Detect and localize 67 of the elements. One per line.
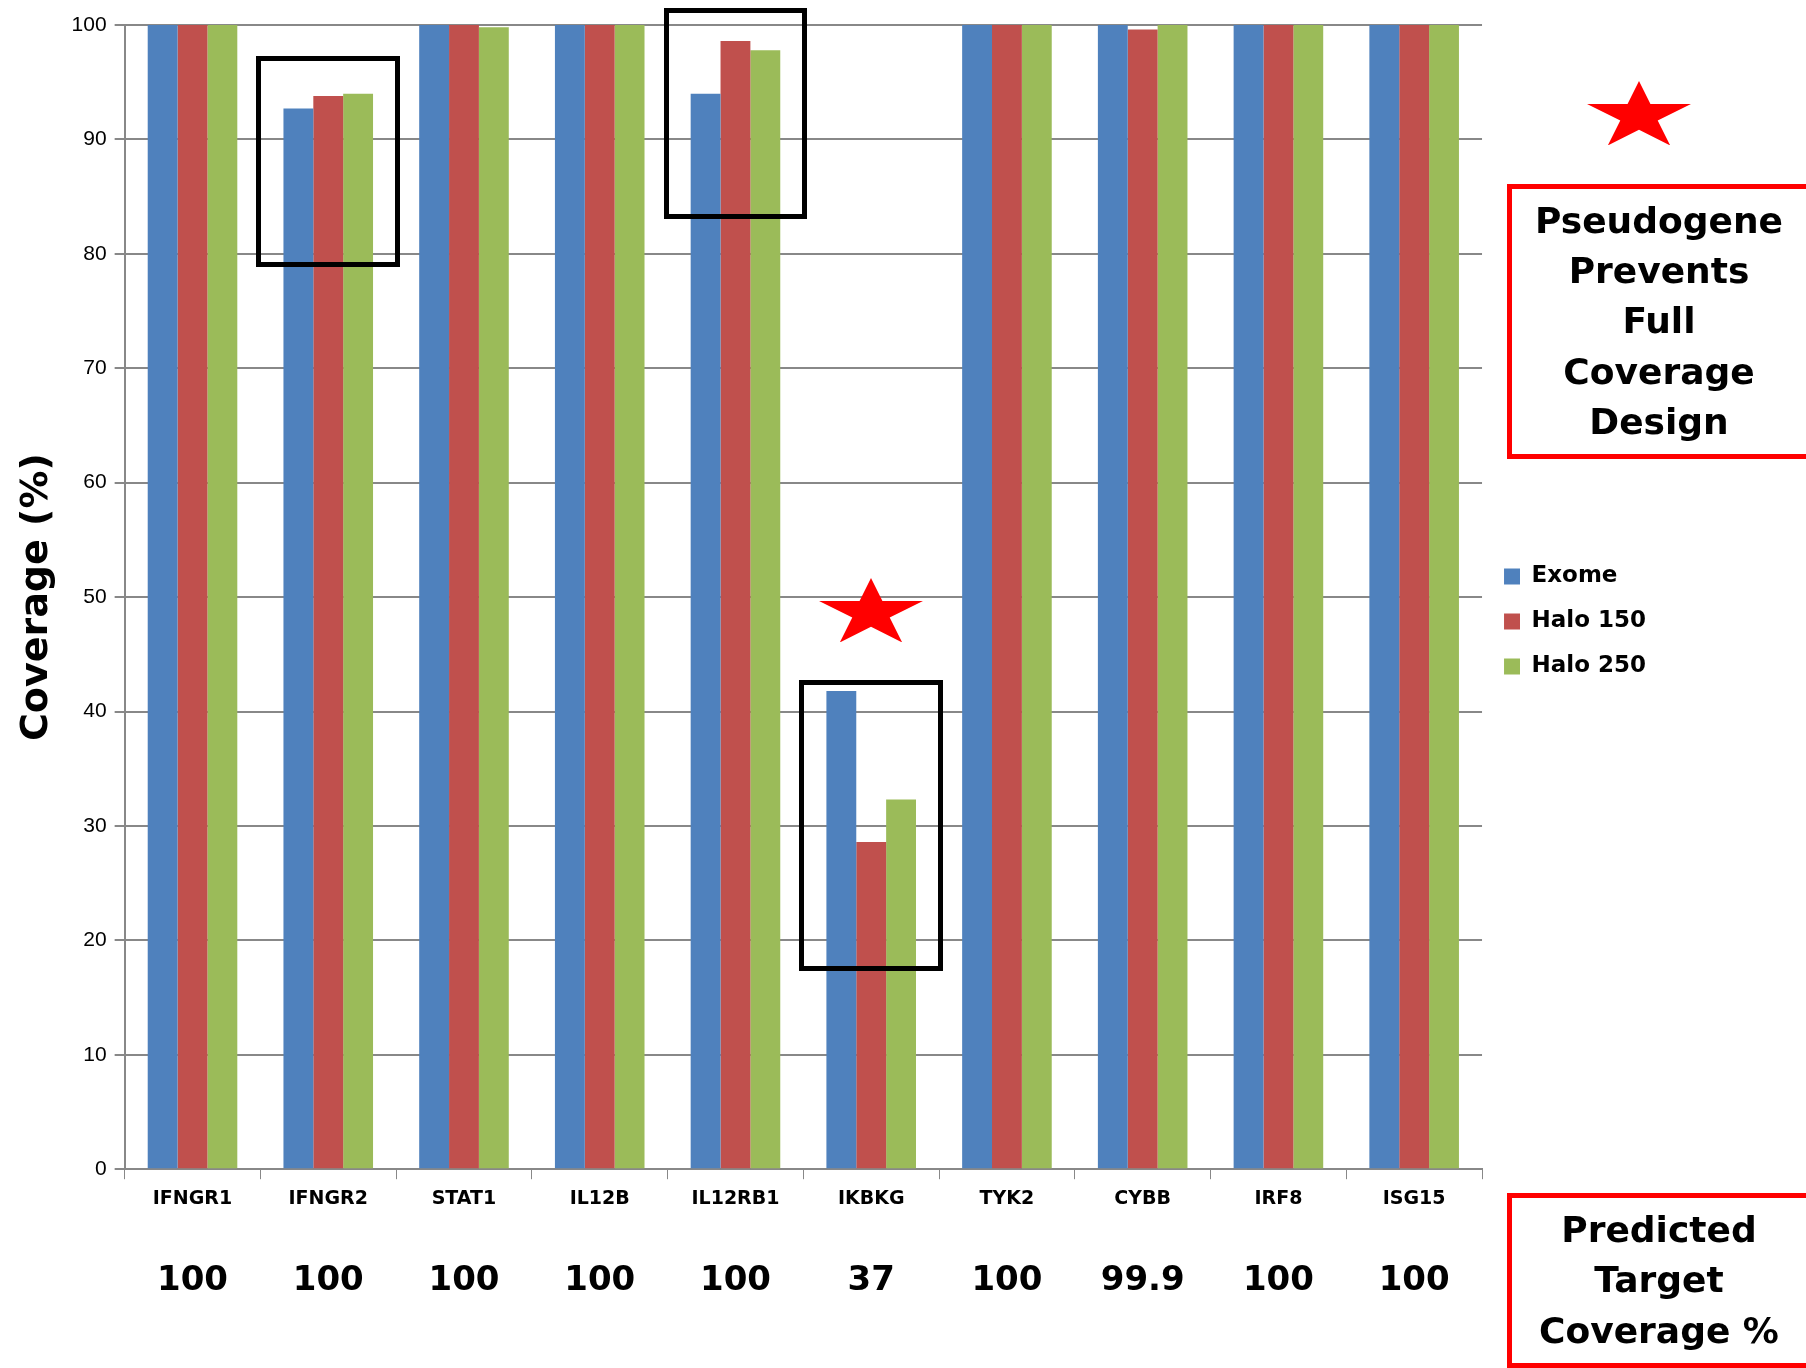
bar	[690, 93, 721, 1169]
text: 100	[292, 1258, 364, 1299]
y-tick-label: 60	[83, 469, 107, 493]
legend-label: Halo 150	[1531, 606, 1647, 633]
bar	[313, 95, 344, 1169]
y-tick-label: 50	[83, 583, 107, 607]
bar	[1127, 29, 1158, 1169]
y-tick-label: 20	[83, 927, 107, 951]
bar	[992, 25, 1022, 1169]
bar	[1233, 25, 1264, 1169]
y-tick-label: 0	[94, 1156, 107, 1179]
bar	[614, 25, 645, 1169]
text: 100	[1378, 1258, 1450, 1299]
text: 100	[1242, 1258, 1314, 1299]
text: 99.9	[1100, 1258, 1185, 1299]
bar	[720, 41, 751, 1169]
bar	[1157, 25, 1188, 1169]
text: 100	[699, 1258, 771, 1299]
x-tick-label: IL12RB1	[691, 1185, 780, 1208]
bar	[283, 108, 314, 1169]
y-tick-label: 90	[83, 126, 107, 150]
y-tick-label: 10	[83, 1041, 107, 1065]
bar	[826, 690, 857, 1169]
bar	[419, 25, 450, 1169]
x-tick-label: IFNGR1	[152, 1185, 233, 1208]
bar	[1399, 25, 1430, 1169]
x-tick-label: STAT1	[431, 1185, 497, 1208]
x-tick-label: CYBB	[1114, 1185, 1172, 1208]
bar	[584, 25, 615, 1169]
y-tick-label: 40	[83, 698, 107, 722]
text: Pseudogene Prevents Full Coverage Design	[1507, 184, 1806, 459]
x-tick-label: IFNGR2	[288, 1185, 368, 1208]
text: 100	[428, 1258, 500, 1299]
x-tick-label: IKBKG	[837, 1185, 905, 1208]
bar	[449, 25, 479, 1169]
x-tick-label: IRF8	[1254, 1185, 1303, 1208]
bar	[177, 25, 208, 1169]
y-tick-label: 70	[83, 355, 107, 379]
y-tick-label: 80	[83, 240, 107, 264]
bar	[856, 841, 887, 1169]
bar	[554, 25, 585, 1169]
bar	[962, 25, 993, 1169]
text: 100	[564, 1258, 636, 1299]
bar	[1263, 25, 1294, 1169]
text: Predicted Target Coverage %	[1507, 1193, 1806, 1368]
bar	[1293, 25, 1324, 1169]
x-tick-label: TYK2	[979, 1185, 1035, 1208]
text: 100	[971, 1258, 1043, 1299]
bar	[886, 799, 916, 1169]
bar	[750, 50, 781, 1169]
legend-label: Exome	[1531, 561, 1618, 588]
text: 100	[157, 1258, 228, 1299]
x-tick-label: ISG15	[1382, 1185, 1446, 1208]
bar	[478, 27, 509, 1169]
bar	[1097, 25, 1128, 1169]
bar	[1429, 25, 1459, 1169]
x-tick-label: IL12B	[569, 1185, 630, 1208]
legend-label: Halo 250	[1531, 651, 1647, 678]
bar	[1021, 25, 1052, 1169]
bar	[147, 25, 178, 1169]
text: 37	[847, 1258, 895, 1299]
y-tick-label: 30	[83, 812, 107, 836]
bar	[207, 25, 238, 1169]
bar	[1369, 25, 1400, 1169]
y-tick-label: 100	[71, 11, 107, 35]
bar	[343, 93, 374, 1169]
y-axis-title: Coverage (%)	[11, 453, 56, 742]
